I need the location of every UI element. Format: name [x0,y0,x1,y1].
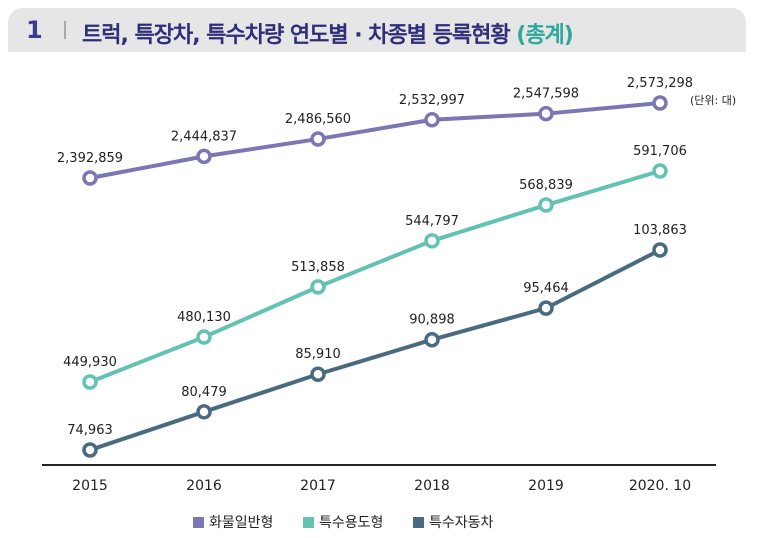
data-label-series2: 568,839 [519,178,573,193]
x-tick-label: 2015 [72,478,108,494]
data-point-series3 [196,404,212,420]
legend-swatch-series2 [303,517,314,528]
x-tick-label: 2019 [528,478,564,494]
data-point-series2 [424,233,440,249]
legend-swatch-series3 [413,517,424,528]
data-point-series3 [538,300,554,316]
data-label-series1: 2,392,859 [57,151,123,166]
series-line-series3 [89,248,661,452]
section-number: 1 [26,16,43,44]
data-label-series2: 544,797 [405,214,459,229]
data-label-series1: 2,532,997 [399,93,465,108]
legend-item-series3: 특수자동차 [413,512,493,532]
data-label-series3: 74,963 [67,423,113,438]
data-label-series3: 85,910 [295,347,341,362]
data-point-series2 [310,279,326,295]
series-line-series2 [89,169,661,384]
chart-title: 트럭, 특장차, 특수차량 연도별 · 차종별 등록현황 (총계) [82,17,574,49]
data-point-series3 [424,331,440,348]
legend-item-series1: 화물일반형 [193,512,273,532]
x-tick-label: 2020. 10 [629,478,691,494]
legend-label-series2: 특수용도형 [319,515,384,531]
data-label-series1: 2,444,837 [171,129,237,144]
data-label-series1: 2,573,298 [627,76,693,91]
data-point-series2 [652,163,668,179]
chart-title-accent: (총계) [516,23,574,48]
unit-label: (단위: 대) [690,94,737,107]
data-point-series3 [310,366,326,382]
series-line-series1 [89,101,661,180]
title-divider [64,21,66,39]
data-point-series1 [82,170,98,186]
title-bar: 1 트럭, 특장차, 특수차량 연도별 · 차종별 등록현황 (총계) [8,8,746,52]
data-label-series3: 80,479 [181,385,227,400]
data-point-series1 [538,105,554,122]
data-point-series2 [82,374,98,390]
x-tick-label: 2018 [414,478,450,494]
data-label-series1: 2,547,598 [513,87,579,102]
data-point-series1 [196,148,212,165]
legend-label-series3: 특수자동차 [429,515,494,531]
data-label-series3: 95,464 [523,281,569,296]
x-tick-label: 2017 [300,478,336,494]
legend-swatch-series1 [193,517,204,528]
data-label-series1: 2,486,560 [285,112,351,127]
data-label-series2: 480,130 [177,310,231,325]
x-tick-label: 2016 [186,478,222,494]
legend-label-series1: 화물일반형 [209,515,274,531]
legend: 화물일반형 특수용도형 특수자동차 [0,512,758,532]
data-point-series1 [652,95,668,111]
chart-title-main: 트럭, 특장차, 특수차량 연도별 · 차종별 등록현황 [82,23,511,48]
legend-item-series2: 특수용도형 [303,512,383,532]
data-point-series3 [82,442,98,458]
data-label-series2: 591,706 [633,144,687,159]
data-label-series3: 103,863 [633,223,687,238]
data-point-series1 [310,131,326,147]
data-point-series1 [424,112,440,128]
data-point-series3 [652,242,668,258]
data-label-series3: 90,898 [409,313,455,328]
line-chart: 2015 2016 2017 2018 2019 2020. 10 2,392,859 2,4… [42,76,716,494]
data-point-series2 [538,197,554,213]
data-label-series2: 513,858 [291,260,345,275]
data-point-series2 [196,329,212,345]
data-label-series2: 449,930 [63,355,117,370]
